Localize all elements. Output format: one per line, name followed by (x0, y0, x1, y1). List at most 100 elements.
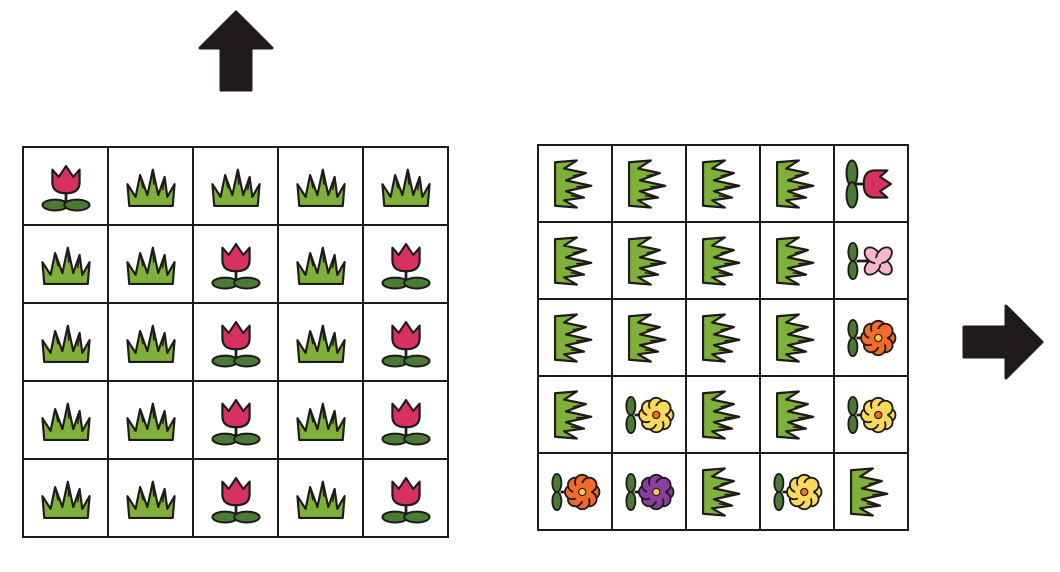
grass-icon (125, 324, 176, 364)
right-grid-cell (687, 454, 759, 529)
grass-icon (40, 402, 91, 442)
left-grid-cell (109, 460, 192, 536)
left-grid-cell (24, 304, 107, 380)
grass-icon (553, 389, 593, 440)
grass-icon (125, 246, 176, 286)
grass-icon (775, 312, 815, 363)
right-grid-cell (761, 454, 833, 529)
tulip-icon (380, 398, 431, 446)
left-grid-cell (194, 226, 277, 302)
grass-icon (295, 402, 346, 442)
grass-icon (701, 466, 741, 517)
pink-flower-icon (847, 241, 893, 280)
grass-icon (627, 158, 667, 209)
tulip-icon (845, 158, 893, 209)
tulip-icon (210, 242, 261, 290)
left-grid-cell (109, 304, 192, 380)
grass-icon (701, 235, 741, 286)
left-grid-cell (364, 148, 447, 224)
right-grid-cell (613, 223, 685, 298)
right-grid-cell (539, 300, 611, 375)
tulip-icon (40, 164, 91, 212)
yellow-flower-icon (625, 395, 675, 434)
grass-icon (40, 324, 91, 364)
tulip-icon (380, 320, 431, 368)
left-grid-cell (194, 304, 277, 380)
right-grid-cell (761, 377, 833, 452)
right-grid-cell (687, 223, 759, 298)
grass-icon (295, 324, 346, 364)
right-grid-cell (835, 223, 907, 298)
left-grid-cell (194, 148, 277, 224)
left-grid-cell (109, 148, 192, 224)
orange-flower-icon (847, 318, 897, 357)
yellow-flower-icon (847, 395, 897, 434)
right-grid-cell (761, 146, 833, 221)
tulip-icon (380, 242, 431, 290)
grass-icon (40, 480, 91, 520)
right-grid-cell (613, 146, 685, 221)
right-grid-cell (835, 146, 907, 221)
arrow-right-icon (962, 304, 1044, 380)
left-grid-cell (279, 382, 362, 458)
grass-icon (701, 389, 741, 440)
left-plant-grid (22, 146, 449, 538)
grass-icon (849, 466, 889, 517)
left-grid-cell (24, 226, 107, 302)
grass-icon (627, 235, 667, 286)
right-grid-cell (687, 146, 759, 221)
left-grid-cell (24, 460, 107, 536)
left-grid-cell (24, 148, 107, 224)
left-grid-cell (24, 382, 107, 458)
left-grid-cell (364, 460, 447, 536)
grass-icon (553, 235, 593, 286)
right-grid-cell (687, 300, 759, 375)
left-grid-cell (109, 226, 192, 302)
left-grid-cell (279, 148, 362, 224)
tulip-icon (380, 476, 431, 524)
right-grid-cell (835, 300, 907, 375)
grass-icon (553, 158, 593, 209)
grass-icon (701, 312, 741, 363)
grass-icon (125, 168, 176, 208)
grass-icon (210, 168, 261, 208)
left-grid-cell (279, 460, 362, 536)
grass-icon (775, 158, 815, 209)
grass-icon (295, 168, 346, 208)
left-grid-cell (364, 304, 447, 380)
left-grid-cell (279, 304, 362, 380)
grass-icon (775, 235, 815, 286)
grass-icon (40, 246, 91, 286)
grass-icon (627, 312, 667, 363)
right-grid-cell (835, 377, 907, 452)
right-grid-cell (539, 454, 611, 529)
left-grid-cell (194, 460, 277, 536)
grass-icon (295, 480, 346, 520)
left-grid-cell (364, 382, 447, 458)
grass-icon (295, 246, 346, 286)
grass-icon (553, 312, 593, 363)
right-grid-cell (613, 300, 685, 375)
left-grid-cell (279, 226, 362, 302)
right-grid-cell (761, 223, 833, 298)
purple-flower-icon (625, 472, 675, 511)
grass-icon (125, 402, 176, 442)
tulip-icon (210, 476, 261, 524)
yellow-flower-icon (773, 472, 823, 511)
tulip-icon (210, 398, 261, 446)
right-grid-cell (613, 377, 685, 452)
arrow-up-icon (198, 10, 274, 92)
grass-icon (701, 158, 741, 209)
tulip-icon (210, 320, 261, 368)
right-grid-cell (761, 300, 833, 375)
right-grid-cell (613, 454, 685, 529)
left-grid-cell (109, 382, 192, 458)
right-grid-cell (539, 223, 611, 298)
right-grid-cell (539, 146, 611, 221)
right-grid-cell (687, 377, 759, 452)
left-grid-cell (364, 226, 447, 302)
left-grid-cell (194, 382, 277, 458)
right-plant-grid (537, 144, 909, 531)
right-grid-cell (539, 377, 611, 452)
right-grid-cell (835, 454, 907, 529)
